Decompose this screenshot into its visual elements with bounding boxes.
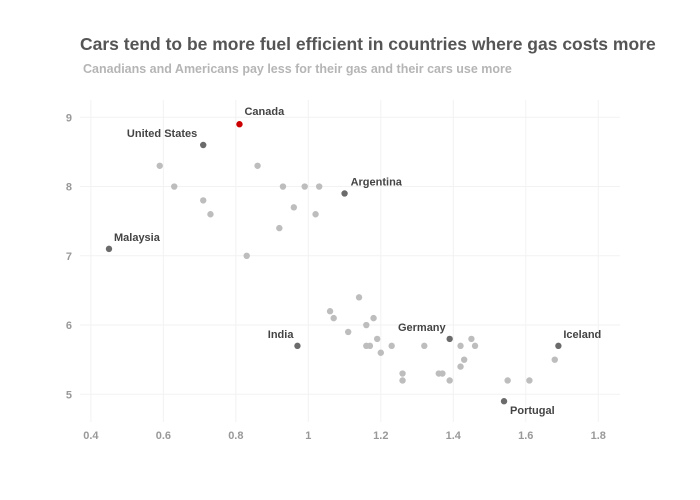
- point-united-states: [200, 141, 207, 149]
- point-germany: [446, 335, 453, 343]
- data-point: [504, 377, 511, 384]
- point-label-malaysia: Malaysia: [114, 232, 161, 244]
- data-point: [460, 356, 468, 363]
- data-point: [243, 252, 250, 260]
- data-point: [373, 335, 381, 343]
- point-iceland: [555, 342, 562, 350]
- data-point: [551, 356, 558, 363]
- point-argentina: [341, 190, 348, 197]
- data-point: [421, 342, 428, 350]
- data-point: [366, 342, 374, 350]
- chart-title: Cars tend to be more fuel efficient in c…: [80, 34, 656, 54]
- data-point: [290, 204, 298, 211]
- data-point: [468, 335, 475, 343]
- point-layer: [105, 121, 562, 405]
- data-point: [370, 314, 377, 322]
- x-tick-label: 0.6: [156, 430, 171, 442]
- data-point: [254, 162, 261, 169]
- x-tick-label: 0.4: [83, 430, 99, 442]
- data-point: [315, 183, 323, 190]
- data-point: [355, 294, 363, 301]
- point-label-india: India: [268, 329, 295, 341]
- y-tick-label: 7: [66, 251, 72, 263]
- data-point: [457, 363, 464, 370]
- data-point: [439, 370, 446, 377]
- point-india: [294, 342, 301, 350]
- data-point: [279, 183, 287, 190]
- data-point: [330, 314, 337, 322]
- chart-subtitle: Canadians and Americans pay less for the…: [83, 62, 512, 76]
- point-malaysia: [105, 245, 113, 253]
- data-point: [363, 321, 370, 329]
- data-point: [200, 197, 207, 204]
- data-point: [526, 377, 533, 384]
- grid-layer: [80, 100, 620, 422]
- point-label-united-states: United States: [127, 128, 197, 140]
- point-label-argentina: Argentina: [351, 176, 403, 188]
- data-point: [446, 377, 453, 384]
- y-tick-label: 6: [66, 320, 72, 332]
- data-point: [156, 162, 163, 169]
- point-canada: [236, 121, 243, 128]
- data-point: [344, 328, 352, 336]
- data-point: [388, 342, 395, 350]
- data-point: [471, 342, 479, 350]
- tick-layer: 0.4 0.6 0.8 1 1.2 1.4 1.6 1.8 5 6 7 8 9: [66, 112, 606, 442]
- y-tick-label: 9: [66, 112, 72, 124]
- y-tick-label: 5: [66, 389, 72, 401]
- x-tick-label: 1.6: [518, 430, 533, 442]
- data-point: [399, 377, 406, 384]
- point-portugal: [500, 398, 508, 405]
- x-tick-label: 1.4: [446, 430, 462, 442]
- x-tick-label: 1.2: [373, 430, 388, 442]
- label-layer: United States Argentina Malaysia India Germa…: [114, 106, 601, 417]
- point-label-iceland: Iceland: [563, 329, 601, 341]
- point-label-portugal: Portugal: [510, 405, 555, 417]
- data-point: [312, 211, 319, 218]
- point-label-canada: Canada: [244, 106, 285, 118]
- data-point: [207, 211, 214, 218]
- data-point: [457, 342, 464, 350]
- x-tick-label: 0.8: [228, 430, 243, 442]
- data-point: [377, 349, 385, 356]
- x-tick-label: 1.8: [591, 430, 606, 442]
- data-point: [171, 183, 178, 190]
- data-point: [276, 224, 283, 232]
- y-tick-label: 8: [66, 182, 72, 194]
- point-label-germany: Germany: [398, 322, 447, 334]
- data-point: [399, 370, 406, 377]
- x-tick-label: 1: [305, 430, 311, 442]
- data-point: [326, 308, 334, 315]
- data-point: [301, 183, 308, 190]
